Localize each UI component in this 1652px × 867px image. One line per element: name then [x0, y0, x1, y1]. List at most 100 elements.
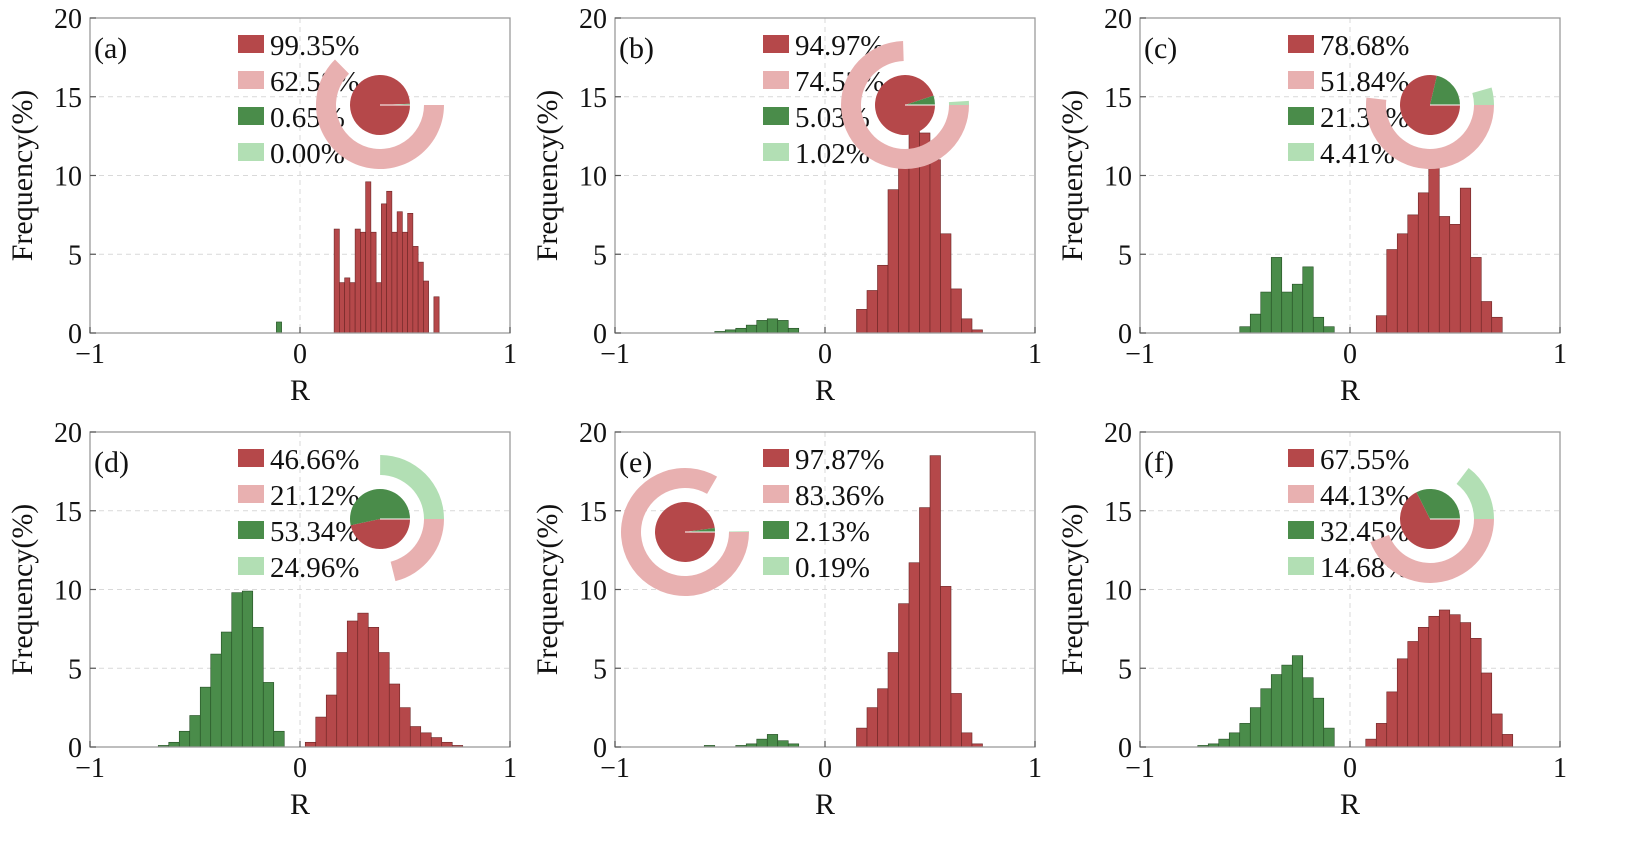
y-axis-label: Frequency(%) — [531, 90, 564, 262]
pie-slice-negative — [905, 95, 936, 105]
pie-slice-negative — [1430, 75, 1460, 105]
bar-positive — [1386, 249, 1398, 334]
x-tick-label: 0 — [293, 753, 307, 784]
bar-positive — [360, 231, 366, 334]
y-tick-label: 5 — [68, 240, 82, 271]
y-tick-label: 5 — [593, 654, 607, 685]
y-tick-label: 5 — [68, 654, 82, 685]
legend-label: 51.84% — [1320, 66, 1409, 98]
ring-segment-positive — [1370, 519, 1494, 583]
legend-swatch — [763, 449, 789, 467]
bar-negative — [787, 327, 800, 334]
ring-segment-positive — [1365, 97, 1494, 170]
bar-positive — [950, 288, 962, 334]
bar-negative — [178, 730, 191, 748]
y-tick-label: 10 — [54, 576, 82, 607]
y-tick-label: 20 — [1104, 418, 1132, 449]
legend-swatch — [238, 71, 264, 89]
panel-tag: (f) — [1144, 446, 1174, 479]
bar-positive — [898, 153, 910, 334]
y-tick-label: 0 — [593, 319, 607, 350]
y-tick-label: 20 — [579, 418, 607, 449]
bar-negative — [1239, 326, 1251, 334]
legend-label: 78.68% — [1320, 30, 1409, 62]
ring-segment-negative — [380, 455, 444, 519]
legend-label: 99.35% — [270, 30, 359, 62]
x-axis-label: R — [815, 374, 835, 407]
bar-negative — [1249, 313, 1262, 334]
x-tick-label: −1 — [75, 753, 105, 784]
legend-swatch — [238, 143, 264, 161]
bar-positive — [391, 231, 398, 334]
bar-positive — [898, 603, 910, 748]
x-axis-label: R — [1340, 374, 1360, 407]
bar-positive — [441, 741, 453, 748]
bar-negative — [252, 626, 264, 748]
legend-swatch — [238, 35, 264, 53]
bar-positive — [378, 652, 390, 748]
legend-swatch — [238, 449, 264, 467]
bar-negative — [1302, 266, 1314, 334]
panel-tag: (b) — [619, 32, 654, 65]
bar-positive — [1491, 713, 1503, 748]
x-tick-label: 0 — [818, 753, 832, 784]
bar-negative — [1228, 732, 1241, 748]
bar-negative — [241, 590, 254, 748]
bar-negative — [1281, 664, 1293, 748]
bar-negative — [745, 324, 758, 334]
bar-positive — [1365, 738, 1377, 748]
x-tick-label: −1 — [600, 339, 630, 370]
bar-positive — [354, 228, 361, 334]
bar-positive — [1417, 192, 1430, 334]
legend-swatch — [1288, 485, 1314, 503]
bar-positive — [339, 282, 345, 334]
legend-swatch — [1288, 35, 1314, 53]
bar-negative — [1291, 283, 1304, 334]
y-tick-label: 15 — [54, 497, 82, 528]
bar-positive — [856, 727, 868, 748]
legend-swatch — [763, 35, 789, 53]
legend-label: 46.66% — [270, 444, 359, 476]
bar-positive — [866, 290, 878, 334]
bar-negative — [766, 734, 779, 748]
x-tick-label: −1 — [75, 339, 105, 370]
bar-positive — [325, 694, 338, 748]
panel-tag: (e) — [619, 446, 652, 479]
bar-negative — [1239, 723, 1251, 748]
bar-positive — [1501, 734, 1514, 748]
y-axis-label: Frequency(%) — [1056, 90, 1089, 262]
y-tick-label: 0 — [68, 319, 82, 350]
bar-negative — [1270, 674, 1283, 748]
pie-slice-negative — [1416, 489, 1460, 519]
bar-negative — [1312, 697, 1325, 748]
bar-positive — [399, 707, 411, 748]
bar-negative — [231, 592, 243, 748]
bar-positive — [386, 190, 393, 334]
legend-label: 21.12% — [270, 480, 359, 512]
x-tick-label: 1 — [1028, 753, 1042, 784]
x-tick-label: 1 — [1553, 753, 1567, 784]
y-axis-label: Frequency(%) — [531, 504, 564, 676]
bar-negative — [168, 741, 180, 748]
bar-negative — [756, 320, 768, 334]
bar-negative — [262, 682, 275, 748]
bar-positive — [375, 282, 382, 334]
bar-negative — [766, 318, 779, 334]
bar-negative — [1291, 655, 1304, 748]
y-tick-label: 0 — [593, 733, 607, 764]
y-tick-label: 0 — [68, 733, 82, 764]
bar-positive — [950, 693, 962, 748]
x-tick-label: 1 — [503, 339, 517, 370]
bar-positive — [1470, 257, 1482, 334]
bar-positive — [929, 159, 941, 334]
x-tick-label: 0 — [293, 339, 307, 370]
bar-positive — [1396, 658, 1409, 748]
bar-positive — [388, 683, 401, 748]
x-axis-label: R — [290, 374, 310, 407]
y-tick-label: 10 — [1104, 162, 1132, 193]
bar-positive — [433, 296, 440, 334]
